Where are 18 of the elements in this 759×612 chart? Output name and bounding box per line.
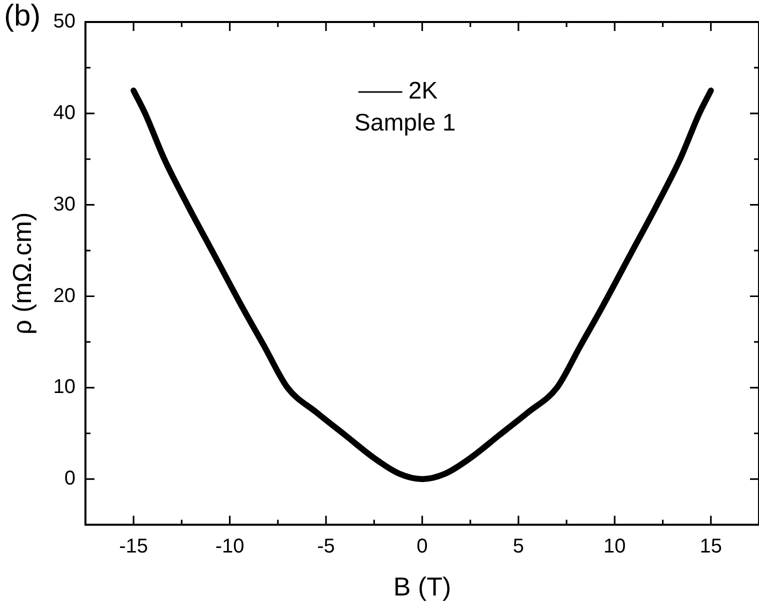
x-tick-label: 10 <box>604 535 626 558</box>
annotation: Sample 1 <box>354 110 456 137</box>
y-tick-label: 10 <box>53 376 76 398</box>
legend-label: 2K <box>408 78 438 105</box>
y-tick-label: 50 <box>53 10 76 33</box>
x-tick-label: 15 <box>700 535 722 558</box>
y-tick-label: 0 <box>64 468 76 490</box>
y-tick-label: 20 <box>53 284 76 307</box>
x-tick-label: -15 <box>119 535 148 558</box>
x-tick-label: -10 <box>215 535 244 558</box>
y-tick-label: 40 <box>53 102 76 124</box>
y-tick-label: 30 <box>53 193 76 216</box>
x-tick-label: 5 <box>512 535 524 558</box>
x-tick-label: 0 <box>416 535 428 558</box>
x-axis-title: B (T) <box>393 572 452 602</box>
chart-title: (b) <box>4 0 41 32</box>
x-tick-label: -5 <box>317 535 335 558</box>
y-axis-title: ρ (mΩ.cm) <box>6 212 37 335</box>
